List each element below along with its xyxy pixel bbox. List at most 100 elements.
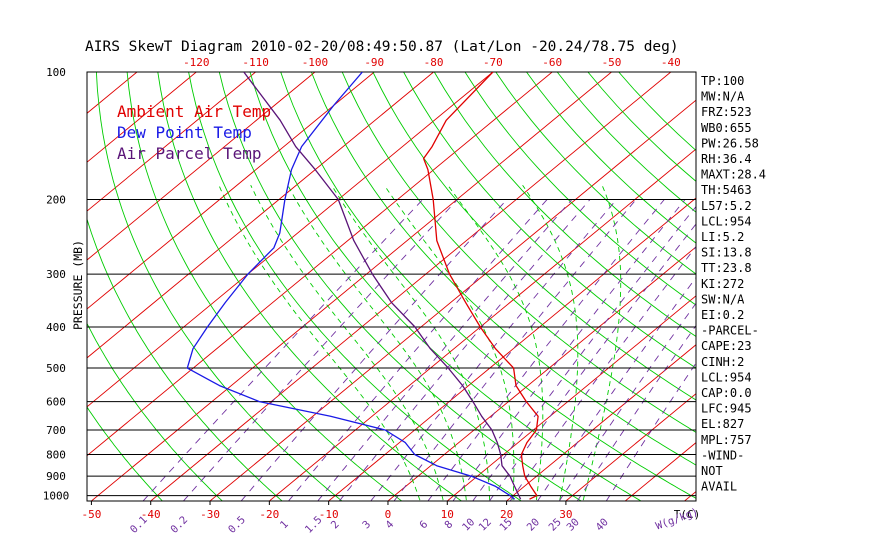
isotherm-line [0,72,18,501]
dry-adiabat-line [87,322,223,501]
index-label: TH:5463 [701,183,752,197]
index-label: LI:5.2 [701,230,744,244]
dry-adiabat-line [433,72,696,338]
dry-adiabat-line [403,72,696,369]
index-label: NOT [701,464,723,478]
index-label: MW:N/A [701,90,745,104]
mixing-ratio-tick-label: 0.5 [226,514,248,536]
isotherm-line [506,344,696,501]
bottom-temperature-tick-label: -40 [141,508,161,521]
pressure-tick-label: 700 [46,424,66,437]
dry-adiabat-line [310,72,696,466]
bottom-temperature-tick-label: -30 [200,508,220,521]
dry-adiabat-line [157,72,462,501]
mixing-ratio-line [183,199,458,501]
bottom-temperature-tick-label: 0 [385,508,392,521]
dry-adiabat-line [280,72,696,499]
plot-frame [86,71,697,502]
chart-title: AIRS SkewT Diagram 2010-02-20/08:49:50.8… [85,39,679,55]
mixing-ratio-line [393,199,637,501]
top-temperature-tick-label: -110 [242,56,269,69]
pressure-tick-label: 200 [46,194,66,207]
mixing-ratio-tick-label: 0.2 [168,514,190,536]
bottom-temperature-tick-label: -20 [259,508,279,521]
top-temperature-tick-label: -70 [483,56,503,69]
mixing-ratio-line [472,205,696,501]
plot-border [86,71,697,502]
moist-adiabat-line [250,185,444,501]
dry-adiabat-line [126,72,402,501]
isotherm-line [87,72,553,457]
bottom-temperature-tick-label: 10 [441,508,454,521]
dry-adiabat-line [87,406,163,501]
isotherm-line [87,72,375,310]
bottom-temperature-tick-label: -10 [319,508,339,521]
mixing-ratio-line [317,199,573,501]
mixing-ratio-line [142,199,424,501]
pressure-tick-label: 100 [46,66,66,79]
isotherm-line [87,72,316,261]
y-axis-label: PRESSURE (MB) [71,240,85,330]
legend: Ambient Air Temp Dew Point Temp Air Parcel… [117,102,271,163]
mixing-ratio-tick-label: 40 [593,516,610,533]
mixing-ratio-line [509,245,696,501]
index-label: MPL:757 [701,433,752,447]
index-label: -PARCEL- [701,324,759,338]
index-label: L57:5.2 [701,199,752,213]
moist-adiabat-line [582,185,622,501]
legend-ambient-temp: Ambient Air Temp [117,102,271,121]
legend-dew-point-temp: Dew Point Temp [117,123,252,142]
index-label: PW:26.58 [701,136,759,150]
isotherm-line [87,72,197,163]
mixing-ratio-tick-label: 12 [477,516,494,533]
isotherm-line [328,197,696,501]
index-label: SW:N/A [701,292,745,306]
bottom-temperature-tick-label: 30 [559,508,572,521]
index-label: EI:0.2 [701,308,744,322]
index-label: TT:23.8 [701,261,752,275]
mixing-ratio-line [605,362,696,501]
pressure-tick-label: 1000 [43,490,70,503]
pressure-tick-label: 300 [46,268,66,281]
index-label: -WIND- [701,448,744,462]
top-temperature-tick-label: -90 [364,56,384,69]
mixing-ratio-line [558,302,696,501]
top-temperature-tick-label: -100 [302,56,329,69]
pressure-tick-label: 900 [46,470,66,483]
mixing-ratio-line [427,199,665,501]
moist-adiabat-line [383,184,515,501]
top-temperature-tick-label: -50 [602,56,622,69]
dry-adiabat-line [372,72,696,401]
isotherm-line [744,72,870,501]
top-temperature-tick-label: -60 [542,56,562,69]
mixing-ratio-line [288,199,548,501]
index-label: EL:827 [701,417,744,431]
mixing-ratio-line [537,276,696,501]
sounding-series [186,72,539,500]
dry-adiabat-line [95,72,343,501]
index-label: KI:272 [701,277,744,291]
index-label: SI:13.8 [701,246,752,260]
dry-adiabat-line [464,72,696,306]
mixing-ratio-tick-label: 6 [417,518,430,531]
pressure-tick-label: 600 [46,396,66,409]
dry-adiabat-line [249,72,642,501]
index-label: AVAIL [701,480,737,494]
index-label: LCL:954 [701,214,752,228]
index-label: WB0:655 [701,121,752,135]
index-label: RH:36.4 [701,152,752,166]
mixing-ratio-tick-label: 3 [360,518,373,531]
pressure-tick-label: 400 [46,321,66,334]
index-label: FRZ:523 [701,105,752,119]
legend-air-parcel-temp: Air Parcel Temp [117,144,262,163]
moist-adiabat-line [287,184,467,501]
pressure-tick-label: 500 [46,362,66,375]
top-temperature-tick-label: -40 [661,56,681,69]
top-temperature-tick-label: -80 [424,56,444,69]
dry-adiabat-line [495,72,696,275]
index-label: LCL:954 [701,370,752,384]
mixing-ratio-line [489,223,696,501]
mixing-ratio-tick-label: 1 [278,518,291,531]
dry-adiabat-line [341,72,696,433]
dewpoint-temperature-line [186,72,516,500]
